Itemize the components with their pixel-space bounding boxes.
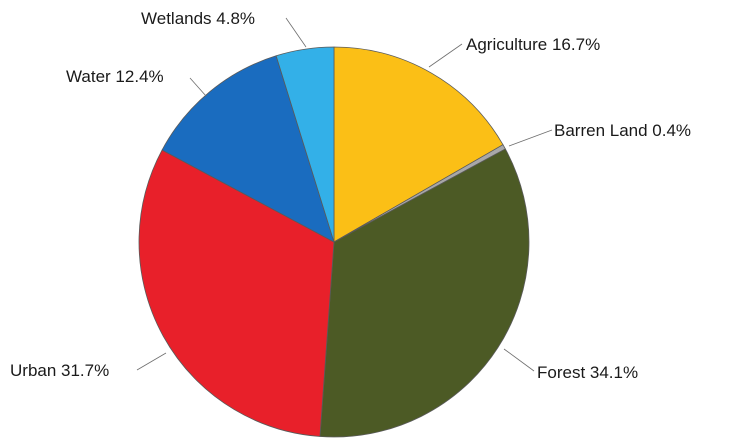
slice-label-urban: Urban 31.7%	[10, 361, 109, 380]
leader-line-forest	[503, 348, 535, 372]
pie-slices	[138, 46, 530, 438]
leader-line-water	[189, 77, 207, 97]
pie-slice-forest	[319, 148, 530, 438]
pie-slice-water	[161, 55, 335, 243]
label-leader-lines	[136, 17, 553, 372]
slice-label-water: Water 12.4%	[66, 67, 164, 86]
slice-label-forest: Forest 34.1%	[537, 363, 638, 382]
leader-line-wetlands	[285, 17, 307, 48]
slice-label-barren-land: Barren Land 0.4%	[554, 121, 691, 140]
pie-slice-urban	[138, 149, 335, 437]
leader-line-barren-land	[508, 129, 553, 147]
pie-slice-wetlands	[275, 46, 335, 243]
slice-labels: Agriculture 16.7% Barren Land 0.4% Forest …	[10, 9, 691, 382]
leader-line-urban	[136, 352, 167, 371]
leader-line-agriculture	[428, 43, 463, 68]
slice-label-agriculture: Agriculture 16.7%	[466, 35, 600, 54]
pie-slice-agriculture	[333, 46, 504, 243]
slice-label-wetlands: Wetlands 4.8%	[141, 9, 255, 28]
